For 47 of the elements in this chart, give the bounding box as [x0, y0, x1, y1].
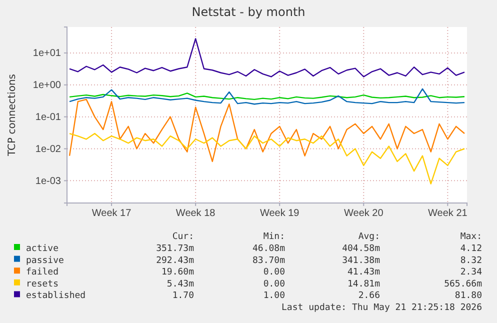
x-tick-label: Week 20 — [344, 208, 384, 220]
x-tick-label: Week 17 — [92, 208, 132, 220]
text: 2.66 — [358, 291, 380, 302]
text: 292.43m — [156, 256, 194, 266]
line-series — [68, 38, 466, 78]
text: 41.43m — [347, 268, 380, 278]
text: Cur: — [172, 232, 194, 242]
text: 565.66m — [444, 279, 482, 290]
text: 1.70 — [172, 291, 194, 302]
x-tick-label: Week 19 — [260, 208, 300, 220]
text: 81.80 — [454, 291, 482, 302]
x-tick-label: Week 21 — [428, 208, 468, 220]
text: 0.00 — [263, 268, 285, 278]
text: Min: — [263, 232, 285, 242]
line-series — [68, 132, 466, 184]
legend-label: passive — [26, 256, 64, 266]
y-tick-label: 1e+00 — [32, 80, 62, 92]
text: 83.70m — [252, 256, 285, 266]
text: 404.58m — [342, 244, 380, 254]
legend-label: active — [26, 244, 59, 254]
text: Max: — [460, 232, 482, 242]
text: Last update: Thu May 21 21:25:18 2026 — [282, 303, 482, 313]
text: 0.00 — [263, 279, 285, 290]
y-tick-label: 1e-01 — [35, 112, 62, 124]
text: 351.73m — [156, 244, 194, 254]
text: 4.12 — [460, 244, 482, 254]
y-tick-label: 1e-02 — [35, 144, 62, 155]
text: 1.00 — [263, 291, 285, 302]
text: 14.81m — [347, 279, 380, 290]
text: 2.34 — [460, 268, 482, 278]
text: 341.38m — [342, 256, 380, 266]
line-series — [68, 92, 466, 100]
legend-label: established — [26, 291, 86, 302]
x-tick-label: Week 18 — [176, 208, 216, 220]
chart-title: Netstat - by month — [192, 5, 306, 19]
text: 8.32 — [460, 256, 482, 266]
y-tick-label: 1e-03 — [35, 176, 62, 187]
text: Avg: — [358, 232, 380, 242]
text: 5.43m — [166, 279, 194, 290]
line-series — [68, 88, 466, 105]
line-series — [68, 98, 466, 162]
legend-label: resets — [26, 279, 59, 290]
text: 46.08m — [252, 244, 285, 254]
y-tick-label: 1e+01 — [32, 48, 62, 60]
legend-label: failed — [26, 268, 59, 278]
text: 19.60m — [161, 268, 194, 278]
y-axis-title: TCP connections — [7, 74, 18, 158]
